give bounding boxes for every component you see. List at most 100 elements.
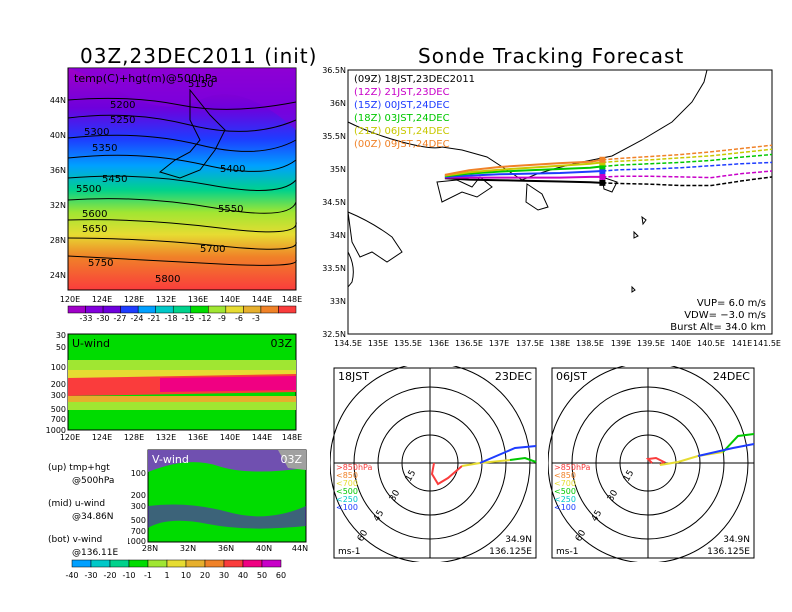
svg-text:34.9N: 34.9N bbox=[505, 535, 532, 545]
track-forecast-4 bbox=[602, 148, 773, 164]
vdw-text: VDW= −3.0 m/s bbox=[684, 310, 766, 321]
svg-text:144E: 144E bbox=[252, 295, 272, 304]
svg-text:24N: 24N bbox=[50, 271, 66, 280]
svg-text:138.5E: 138.5E bbox=[576, 339, 604, 348]
svg-text:33.5N: 33.5N bbox=[322, 264, 346, 273]
contour-labels: 5150 5200 5250 5300 5350 5400 5450 5500 … bbox=[76, 79, 245, 285]
panel-top-label: temp(C)+hgt(m)@500hPa bbox=[74, 72, 218, 85]
v-wind-lat-ticks: 28N 32N 36N 40N 44N bbox=[142, 544, 308, 552]
temp-colorbar-cell bbox=[67, 305, 86, 314]
hodo-trace-low bbox=[430, 462, 463, 486]
svg-text:141.5E: 141.5E bbox=[753, 339, 781, 348]
track-forecast-3 bbox=[602, 153, 773, 168]
svg-text:-12: -12 bbox=[198, 314, 211, 322]
svg-text:-18: -18 bbox=[164, 314, 177, 322]
svg-text:148E: 148E bbox=[282, 433, 302, 442]
temp-colorbar-cell bbox=[172, 305, 192, 314]
svg-text:34.9N: 34.9N bbox=[723, 535, 750, 545]
svg-text:-9: -9 bbox=[218, 314, 226, 322]
svg-text:35.5N: 35.5N bbox=[322, 132, 346, 141]
svg-text:1000: 1000 bbox=[46, 426, 66, 435]
hodo-left-units: ms-1 bbox=[338, 547, 360, 557]
svg-text:36N: 36N bbox=[50, 166, 66, 175]
hodo-trace-top bbox=[479, 445, 537, 464]
v-wind-p-ticks: 100 200 300 500 700 1000 bbox=[128, 469, 146, 546]
svg-text:5200: 5200 bbox=[110, 100, 135, 111]
u-wind-p-ticks: 30 50 100 200 300 500 700 1000 bbox=[46, 331, 66, 435]
svg-text:(15Z) 00JST,24DEC: (15Z) 00JST,24DEC bbox=[354, 100, 450, 111]
left-title: 03Z,23DEC2011 (init) bbox=[80, 44, 318, 68]
track-line-3 bbox=[444, 165, 603, 178]
svg-text:44N: 44N bbox=[292, 544, 308, 552]
svg-text:300: 300 bbox=[51, 391, 66, 400]
lat-ticks: 44N 40N 36N 32N 28N 24N bbox=[50, 96, 66, 280]
svg-text:40: 40 bbox=[238, 571, 248, 580]
svg-text:20: 20 bbox=[200, 571, 210, 580]
track-forecast-2 bbox=[602, 161, 773, 172]
svg-text:200: 200 bbox=[51, 380, 66, 389]
right-title: Sonde Tracking Forecast bbox=[418, 44, 685, 68]
svg-text:1: 1 bbox=[164, 571, 169, 580]
wind-colorbar-cell bbox=[261, 559, 282, 568]
svg-text:35N: 35N bbox=[330, 165, 346, 174]
svg-text:34N: 34N bbox=[330, 231, 346, 240]
wind-colorbar-cell bbox=[147, 559, 168, 568]
wind-colorbar-cell bbox=[71, 559, 92, 568]
svg-text:136E: 136E bbox=[429, 339, 449, 348]
wind-colorbar-cell bbox=[90, 559, 111, 568]
svg-text:124E: 124E bbox=[92, 295, 112, 304]
svg-text:50: 50 bbox=[56, 343, 66, 352]
svg-text:137.5E: 137.5E bbox=[516, 339, 544, 348]
svg-text:144E: 144E bbox=[252, 433, 272, 442]
temp-colorbar-cell bbox=[278, 305, 297, 314]
svg-text:<500: <500 bbox=[554, 487, 576, 496]
svg-text:(18Z) 03JST,24DEC: (18Z) 03JST,24DEC bbox=[354, 113, 450, 124]
svg-text:128E: 128E bbox=[124, 433, 144, 442]
svg-text:<250: <250 bbox=[554, 495, 576, 504]
svg-text:<250: <250 bbox=[336, 495, 358, 504]
svg-text:>850hPa: >850hPa bbox=[336, 463, 373, 472]
lon-ticks: 120E 124E 128E 132E 136E 140E 144E 148E bbox=[60, 295, 302, 304]
tracking-map: (09Z) 18JST,23DEC2011 (12Z) 21JST,23DEC … bbox=[322, 66, 781, 348]
v-wind-label: V-wind bbox=[152, 453, 189, 466]
u-wind-time: 03Z bbox=[270, 337, 292, 350]
hodo-right-trace-top bbox=[697, 443, 755, 457]
svg-text:136E: 136E bbox=[188, 295, 208, 304]
vup-text: VUP= 6.0 m/s bbox=[697, 298, 766, 309]
wind-colorbar-cell bbox=[128, 559, 149, 568]
temp-colorbar-cell bbox=[102, 305, 121, 314]
u-wind-lon-ticks: 120E 124E 128E 132E 136E 140E 144E 148E bbox=[60, 433, 302, 442]
svg-text:-6: -6 bbox=[235, 314, 243, 322]
svg-text:5150: 5150 bbox=[188, 79, 213, 90]
tracks bbox=[444, 144, 773, 187]
temp-colorbar-cell bbox=[85, 305, 104, 314]
temp-colorbar-cell bbox=[260, 305, 279, 314]
tracking-lat-ticks: 36.5N 36N 35.5N 35N 34.5N 34N 33.5N 33N … bbox=[322, 66, 346, 339]
track-forecast-1 bbox=[602, 170, 773, 179]
u-wind-label: U-wind bbox=[72, 337, 110, 350]
svg-text:15: 15 bbox=[404, 469, 418, 484]
svg-text:5650: 5650 bbox=[82, 224, 107, 235]
svg-text:-15: -15 bbox=[181, 314, 194, 322]
svg-text:5550: 5550 bbox=[218, 204, 243, 215]
track-line-2 bbox=[444, 170, 603, 178]
svg-text:10: 10 bbox=[181, 571, 191, 580]
height-contours bbox=[67, 97, 297, 266]
svg-text:5400: 5400 bbox=[220, 164, 245, 175]
svg-text:<700: <700 bbox=[336, 479, 358, 488]
svg-text:5700: 5700 bbox=[200, 244, 225, 255]
svg-text:45: 45 bbox=[590, 509, 604, 524]
svg-text:32.5N: 32.5N bbox=[322, 330, 346, 339]
svg-text:<850: <850 bbox=[336, 471, 358, 480]
u-wind-panel: U-wind 03Z 30 50 100 200 300 500 700 100… bbox=[46, 331, 303, 442]
wind-colorbar-cell bbox=[166, 559, 187, 568]
track-forecast-5 bbox=[602, 144, 773, 161]
svg-text:<700: <700 bbox=[554, 479, 576, 488]
hodograph-left: 18JST 23DEC >850hPa <850 <700 <500 <250 … bbox=[330, 366, 537, 562]
hodo-left-time: 18JST bbox=[338, 370, 369, 383]
svg-text:120E: 120E bbox=[60, 295, 80, 304]
temp-colorbar-cell bbox=[208, 305, 227, 314]
svg-text:700: 700 bbox=[131, 527, 146, 536]
svg-text:-1: -1 bbox=[144, 571, 152, 580]
wind-colorbar-cell bbox=[185, 559, 206, 568]
